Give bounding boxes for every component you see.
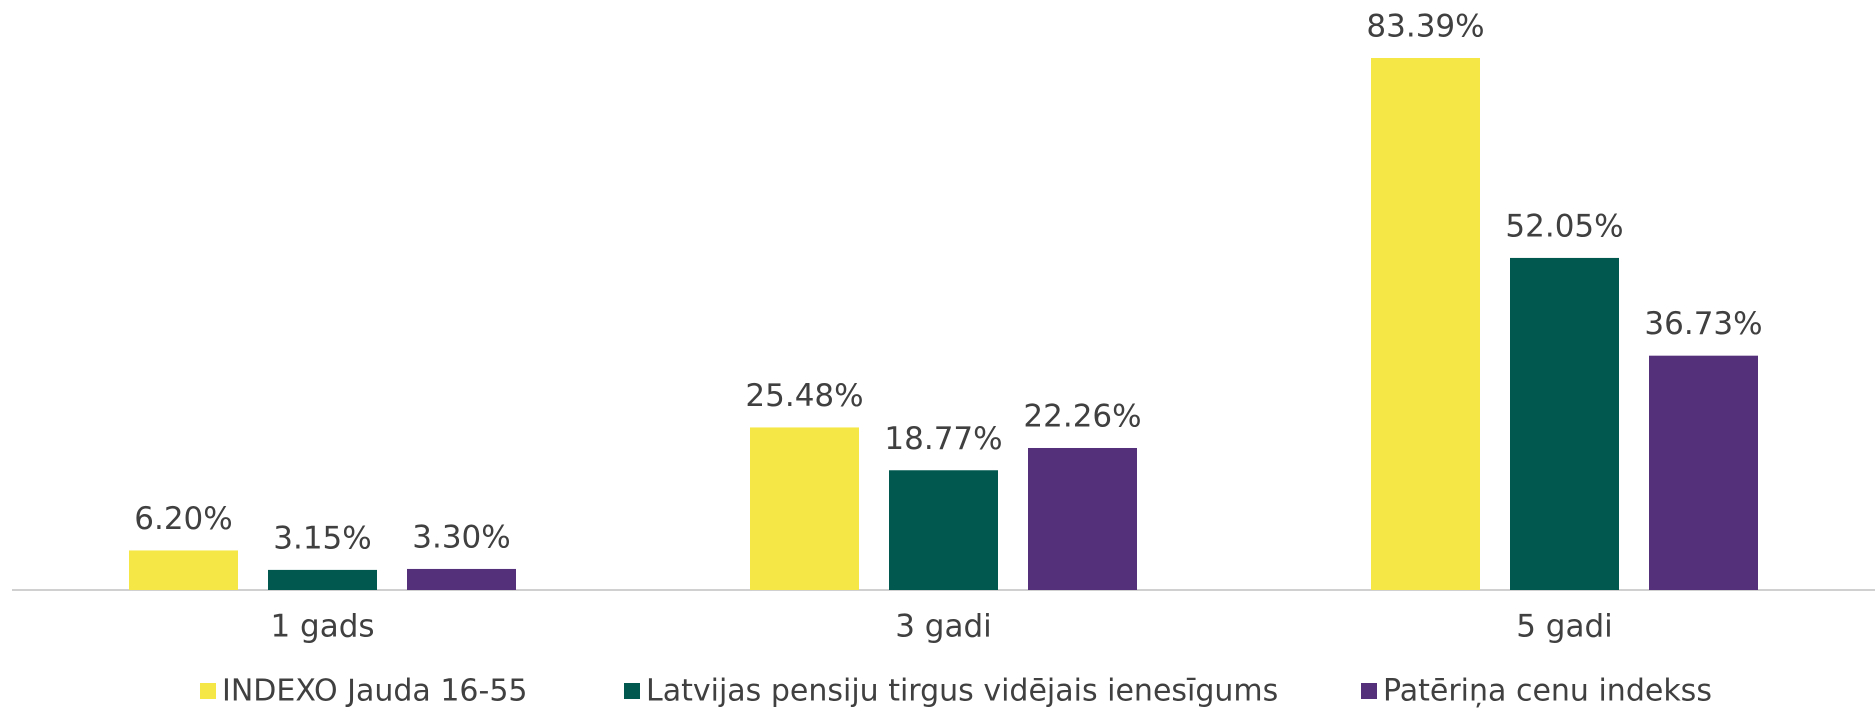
x-tick-label: 5 gadi xyxy=(1516,609,1613,645)
legend-swatch xyxy=(624,683,640,699)
bar xyxy=(889,470,998,590)
x-tick-label: 1 gads xyxy=(270,609,374,645)
data-label: 3.15% xyxy=(273,520,371,556)
data-label: 36.73% xyxy=(1644,306,1762,342)
bar xyxy=(1510,257,1619,590)
data-label: 18.77% xyxy=(884,421,1002,457)
data-label: 52.05% xyxy=(1505,208,1623,244)
data-label: 25.48% xyxy=(745,378,863,414)
legend-swatch xyxy=(200,683,216,699)
bar xyxy=(407,568,516,590)
bar xyxy=(1371,58,1480,590)
bar xyxy=(1028,447,1137,590)
legend-label: INDEXO Jauda 16-55 xyxy=(222,674,528,709)
bar xyxy=(1649,355,1758,590)
legend-label: Patēriņa cenu indekss xyxy=(1383,674,1712,709)
bar xyxy=(268,569,377,590)
legend-label: Latvijas pensiju tirgus vidējais ienesīg… xyxy=(646,674,1278,709)
x-tick-label: 3 gadi xyxy=(895,609,992,645)
data-label: 3.30% xyxy=(412,519,510,555)
data-label: 22.26% xyxy=(1023,398,1141,434)
legend-swatch xyxy=(1361,683,1377,699)
data-label: 6.20% xyxy=(134,501,232,537)
data-label: 83.39% xyxy=(1366,9,1484,45)
bar xyxy=(129,550,238,590)
bar xyxy=(750,427,859,590)
